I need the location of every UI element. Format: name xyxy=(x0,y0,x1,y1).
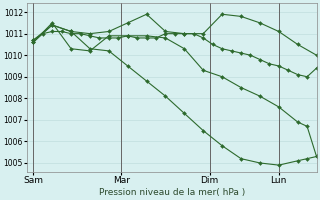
X-axis label: Pression niveau de la mer( hPa ): Pression niveau de la mer( hPa ) xyxy=(99,188,245,197)
